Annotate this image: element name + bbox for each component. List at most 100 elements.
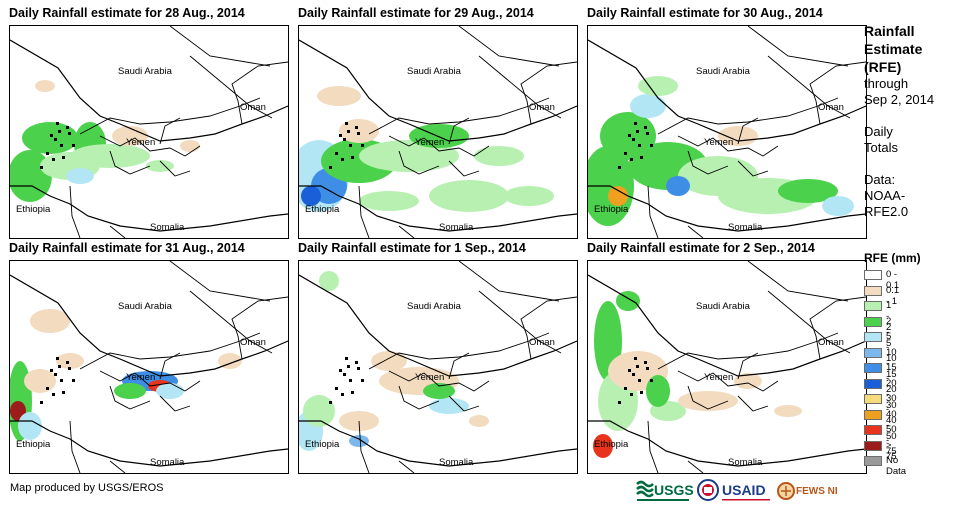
country-label-yemen: Yemen xyxy=(415,137,445,148)
island-mark xyxy=(632,373,635,376)
country-label-somalia: Somalia xyxy=(439,457,474,468)
island-mark xyxy=(361,144,364,147)
legend-label: 40 - 50 xyxy=(886,408,897,442)
legend-label: 10 - 15 xyxy=(886,346,897,380)
rainfall-area xyxy=(593,434,613,458)
island-mark xyxy=(46,387,49,390)
border-line xyxy=(99,135,201,157)
island-mark xyxy=(50,134,53,137)
border-line xyxy=(687,225,704,238)
legend-label: 50 - 75 xyxy=(886,424,897,457)
border-line xyxy=(588,274,866,377)
legend-swatch xyxy=(864,440,882,451)
rainfall-area xyxy=(429,180,509,212)
island-mark xyxy=(624,152,627,155)
data-label: Data: xyxy=(864,172,896,187)
rainfall-area xyxy=(734,373,762,389)
border-line xyxy=(398,150,440,175)
island-mark xyxy=(640,156,643,159)
island-mark xyxy=(618,401,621,404)
border-line xyxy=(10,185,288,232)
border-line xyxy=(10,420,288,467)
rainfall-area xyxy=(608,186,628,206)
rainfall-area xyxy=(218,353,242,369)
border-line xyxy=(520,61,577,125)
island-mark xyxy=(345,357,348,360)
country-label-yemen: Yemen xyxy=(126,372,156,383)
country-label-somalia: Somalia xyxy=(150,222,185,233)
border-line xyxy=(588,185,866,232)
border-line xyxy=(388,135,490,157)
country-label-ethiopia: Ethiopia xyxy=(305,204,340,215)
island-mark xyxy=(52,393,55,396)
legend-swatch xyxy=(864,425,882,435)
rfe-title-line-2: Estimate xyxy=(864,41,923,57)
island-mark xyxy=(630,393,633,396)
rainfall-map: Saudi Arabia Oman Yemen Ethiopia Somalia xyxy=(9,260,289,474)
rainfall-area xyxy=(646,375,670,407)
rainfall-area xyxy=(180,140,200,152)
island-mark xyxy=(634,357,637,360)
border-line xyxy=(478,290,562,354)
legend-swatch xyxy=(864,285,882,296)
border-line xyxy=(747,26,849,67)
island-mark xyxy=(618,166,621,169)
island-mark xyxy=(646,367,649,370)
island-mark xyxy=(66,126,69,129)
country-label-oman: Oman xyxy=(240,102,266,113)
data-source-line-1: NOAA- xyxy=(864,188,906,203)
island-mark xyxy=(329,401,332,404)
country-label-saudi: Saudi Arabia xyxy=(407,66,461,77)
panel-title: Daily Rainfall estimate for 29 Aug., 201… xyxy=(298,6,534,20)
legend-label: 5 - 10 xyxy=(886,331,897,364)
island-mark xyxy=(40,401,43,404)
border-line xyxy=(231,61,288,125)
rainfall-area xyxy=(56,353,84,369)
country-label-yemen: Yemen xyxy=(415,372,445,383)
island-mark xyxy=(343,373,346,376)
border-line xyxy=(478,55,562,119)
island-mark xyxy=(72,144,75,147)
map-panel: Daily Rainfall estimate for 30 Aug., 201… xyxy=(587,6,867,239)
rainfall-area xyxy=(429,398,469,414)
island-mark xyxy=(62,391,65,394)
island-mark xyxy=(349,144,352,147)
border-line xyxy=(159,117,181,145)
island-mark xyxy=(66,361,69,364)
border-line xyxy=(747,261,849,302)
island-mark xyxy=(644,126,647,129)
partner-logos: USGS USAID FEWS NET xyxy=(635,478,837,504)
border-line xyxy=(687,385,729,410)
legend-label: No Data xyxy=(886,455,907,477)
legend-swatch xyxy=(864,316,882,327)
legend-label: 1 - 2 xyxy=(886,300,892,333)
country-label-somalia: Somalia xyxy=(728,457,763,468)
border-line xyxy=(448,160,480,177)
border-line xyxy=(767,55,851,119)
border-line xyxy=(388,370,490,392)
rfe-title-line-3: (RFE) xyxy=(864,59,902,75)
usaid-logo: USAID xyxy=(697,479,770,501)
rfe-title-line-1: Rainfall xyxy=(864,23,915,39)
island-mark xyxy=(634,122,637,125)
border-line xyxy=(448,352,470,380)
rainfall-area xyxy=(18,412,42,440)
country-label-saudi: Saudi Arabia xyxy=(118,66,172,77)
country-label-oman: Oman xyxy=(240,337,266,348)
fewsnet-logo-text: FEWS NET xyxy=(796,486,837,497)
country-label-saudi: Saudi Arabia xyxy=(696,301,750,312)
legend-label: 0 - 0.1 xyxy=(886,269,900,291)
border-line xyxy=(299,185,577,232)
rainfall-map-graphic xyxy=(588,26,866,238)
island-mark xyxy=(68,132,71,135)
legend-title: RFE (mm) xyxy=(864,251,921,265)
border-line xyxy=(677,370,779,392)
legend-swatch xyxy=(864,270,882,280)
island-mark xyxy=(341,393,344,396)
island-mark xyxy=(56,122,59,125)
country-label-oman: Oman xyxy=(818,102,844,113)
usgs-logo: USGS xyxy=(636,480,693,501)
island-mark xyxy=(624,387,627,390)
rainfall-map: Saudi Arabia Oman Yemen Ethiopia Somalia xyxy=(587,25,867,239)
border-line xyxy=(647,185,659,238)
